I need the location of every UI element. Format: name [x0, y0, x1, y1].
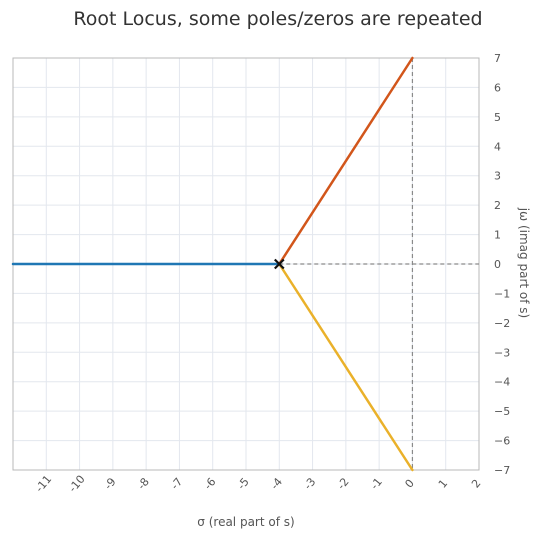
y-tick-label: −3 [494, 346, 510, 359]
pole-marker [274, 258, 285, 270]
y-tick-label: −5 [494, 405, 510, 418]
x-tick-label: -3 [301, 475, 318, 492]
y-tick-label: −1 [494, 287, 510, 300]
y-tick-label: −6 [494, 435, 510, 448]
locus-branch [278, 262, 414, 472]
y-tick-label: 3 [494, 170, 501, 183]
x-tick-label: -9 [102, 475, 119, 492]
x-tick-label: -6 [202, 475, 219, 492]
y-tick-label: 5 [494, 111, 501, 124]
y-tick-label: 1 [494, 229, 501, 242]
pole-markers [274, 258, 285, 270]
locus-branch [278, 56, 414, 266]
y-tick-label: 7 [494, 52, 501, 65]
x-tick-label: -4 [268, 475, 285, 492]
y-tick-label: 0 [494, 258, 501, 271]
x-tick-label: -1 [368, 475, 385, 492]
locus-branches [11, 56, 414, 472]
y-tick-label: 4 [494, 140, 501, 153]
x-axis-label: σ (real part of s) [197, 515, 294, 529]
pole-marker-stroke [274, 258, 285, 270]
y-tick-label: −7 [494, 464, 510, 477]
y-tick-label: 6 [494, 81, 501, 94]
x-tick-label: -8 [135, 475, 152, 492]
y-tick-labels: 7 6 5 4 3 2 1 0 −1 −2 −3 −4 −5 −6 −7 [494, 52, 510, 477]
x-tick-label: -2 [335, 475, 352, 492]
x-tick-label: -11 [33, 473, 55, 495]
x-tick-label: 1 [436, 477, 450, 491]
x-tick-label: 2 [469, 477, 483, 491]
x-tick-label: -10 [66, 473, 88, 495]
x-tick-label: 0 [403, 477, 417, 491]
chart-title: Root Locus, some poles/zeros are repeate… [73, 8, 482, 30]
x-tick-label: -7 [168, 475, 185, 492]
x-tick-labels: -11 -10 -9 -8 -7 -6 -5 -4 -3 -2 -1 0 1 2 [33, 473, 484, 495]
y-tick-label: 2 [494, 199, 501, 212]
x-tick-label: -5 [235, 475, 252, 492]
y-tick-label: −4 [494, 376, 510, 389]
asymptote-lines [279, 58, 479, 470]
y-axis-label: jω (imag part of s) [517, 207, 531, 318]
y-tick-label: −2 [494, 317, 510, 330]
